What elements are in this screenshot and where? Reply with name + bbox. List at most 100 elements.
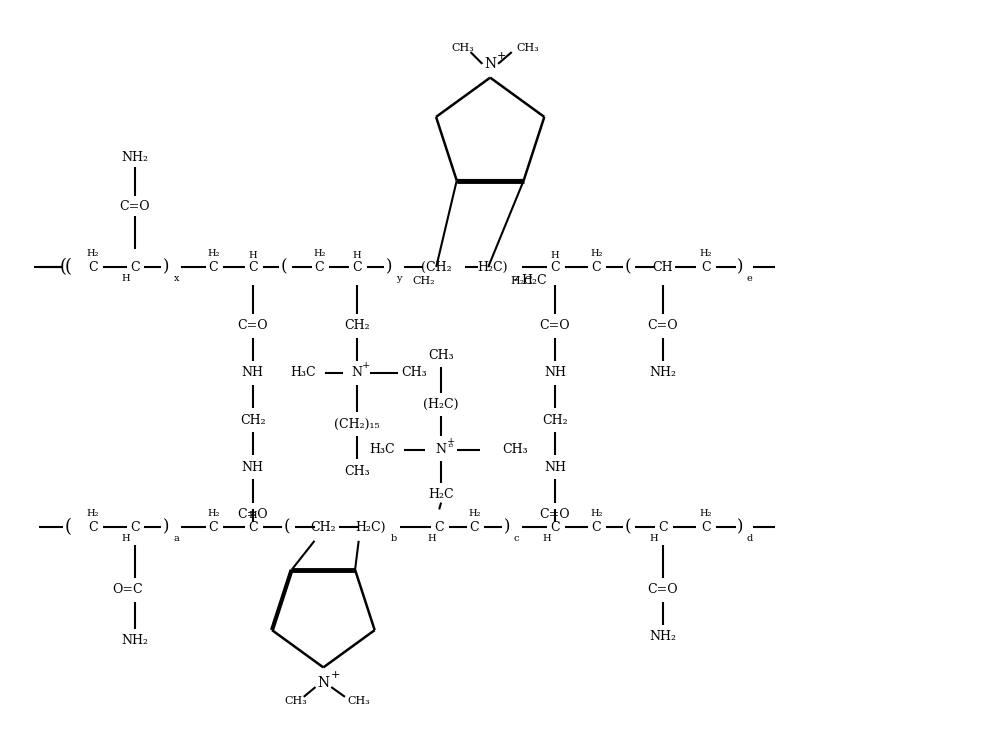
Text: NH₂: NH₂ [121,151,148,163]
Text: C: C [550,521,560,533]
Text: c: c [514,534,519,543]
Text: C: C [591,521,601,533]
Text: C=O: C=O [237,319,268,333]
Text: NH₂: NH₂ [649,630,676,644]
Text: C=O: C=O [237,508,268,521]
Text: H₂: H₂ [207,509,220,518]
Text: x: x [173,275,179,283]
Text: CH₃: CH₃ [451,43,474,53]
Text: ): ) [163,259,170,275]
Text: C: C [470,521,479,533]
Text: C: C [248,521,258,533]
Text: e: e [746,275,752,283]
Text: CH₃: CH₃ [401,366,426,380]
Text: +: + [497,51,507,61]
Text: +: + [447,437,455,446]
Text: C: C [209,260,218,274]
Text: H₂: H₂ [207,248,220,258]
Text: C=O: C=O [120,200,150,213]
Text: NH: NH [544,461,566,474]
Text: ): ) [737,259,744,275]
Text: (CH₂)₁₅: (CH₂)₁₅ [334,418,380,430]
Text: H₂C: H₂C [510,276,533,286]
Text: CH: CH [653,260,673,274]
Text: H: H [122,534,130,543]
Text: CH₃: CH₃ [284,696,307,706]
Text: z: z [513,275,518,283]
Text: d: d [746,534,752,543]
Text: H₂: H₂ [590,509,602,518]
Text: (: ( [281,259,287,275]
Text: H₂C: H₂C [428,488,454,501]
Text: ): ) [737,518,744,536]
Text: (H₂C): (H₂C) [423,398,459,411]
Text: H: H [248,251,257,260]
Text: C: C [209,521,218,533]
Text: H₂: H₂ [87,248,99,258]
Text: CH₃: CH₃ [428,349,454,362]
Text: C: C [434,521,444,533]
Text: H₂: H₂ [700,248,712,258]
Text: CH₂: CH₂ [542,413,568,427]
Text: (CH₂: (CH₂ [421,260,452,274]
Text: H₂: H₂ [590,248,602,258]
Text: C: C [352,260,362,274]
Text: C: C [701,260,711,274]
Text: C: C [88,260,98,274]
Text: NH: NH [544,366,566,380]
Text: CH₃: CH₃ [516,43,539,53]
Text: NH: NH [242,366,264,380]
Text: H₃C: H₃C [290,366,316,380]
Text: H₂C): H₂C) [355,521,386,533]
Text: (: ( [284,518,290,536]
Text: C: C [701,521,711,533]
Text: H: H [543,534,551,543]
Text: H: H [551,251,559,260]
Text: N: N [351,366,362,380]
Text: C=O: C=O [540,508,570,521]
Text: ): ) [386,259,392,275]
Text: C: C [88,521,98,533]
Text: H₂C: H₂C [522,275,547,287]
Text: CH₂: CH₂ [344,319,370,333]
Text: C: C [591,260,601,274]
Text: C=O: C=O [648,583,678,596]
Text: NH: NH [242,461,264,474]
Text: C: C [248,260,258,274]
Text: C: C [130,521,140,533]
Text: ): ) [163,518,170,536]
Text: H₂: H₂ [700,509,712,518]
Text: N: N [436,443,447,456]
Text: H₂: H₂ [313,248,326,258]
Text: b: b [391,534,397,543]
Text: (: ( [60,258,67,276]
Text: C: C [550,260,560,274]
Text: ¹⁵: ¹⁵ [448,444,454,451]
Text: CH₂: CH₂ [240,413,266,427]
Text: H: H [352,251,361,260]
Text: (: ( [65,258,72,276]
Text: H: H [248,511,257,520]
Text: C=O: C=O [540,319,570,333]
Text: y: y [396,275,402,283]
Text: C: C [130,260,140,274]
Text: +: + [330,670,340,680]
Text: H₂: H₂ [468,509,481,518]
Text: O=C: O=C [112,583,142,596]
Text: NH₂: NH₂ [121,634,148,648]
Text: CH₂: CH₂ [412,276,435,286]
Text: CH₃: CH₃ [502,443,528,456]
Text: N: N [317,676,329,690]
Text: (: ( [65,518,72,536]
Text: NH₂: NH₂ [649,366,676,380]
Text: C: C [658,521,668,533]
Text: +: + [362,360,371,370]
Text: C=O: C=O [648,319,678,333]
Text: H: H [427,534,436,543]
Text: (: ( [624,259,631,275]
Text: CH₂: CH₂ [311,521,336,533]
Text: H₂C): H₂C) [477,260,507,274]
Text: H: H [122,275,130,283]
Text: N: N [484,57,496,71]
Text: H₂: H₂ [87,509,99,518]
